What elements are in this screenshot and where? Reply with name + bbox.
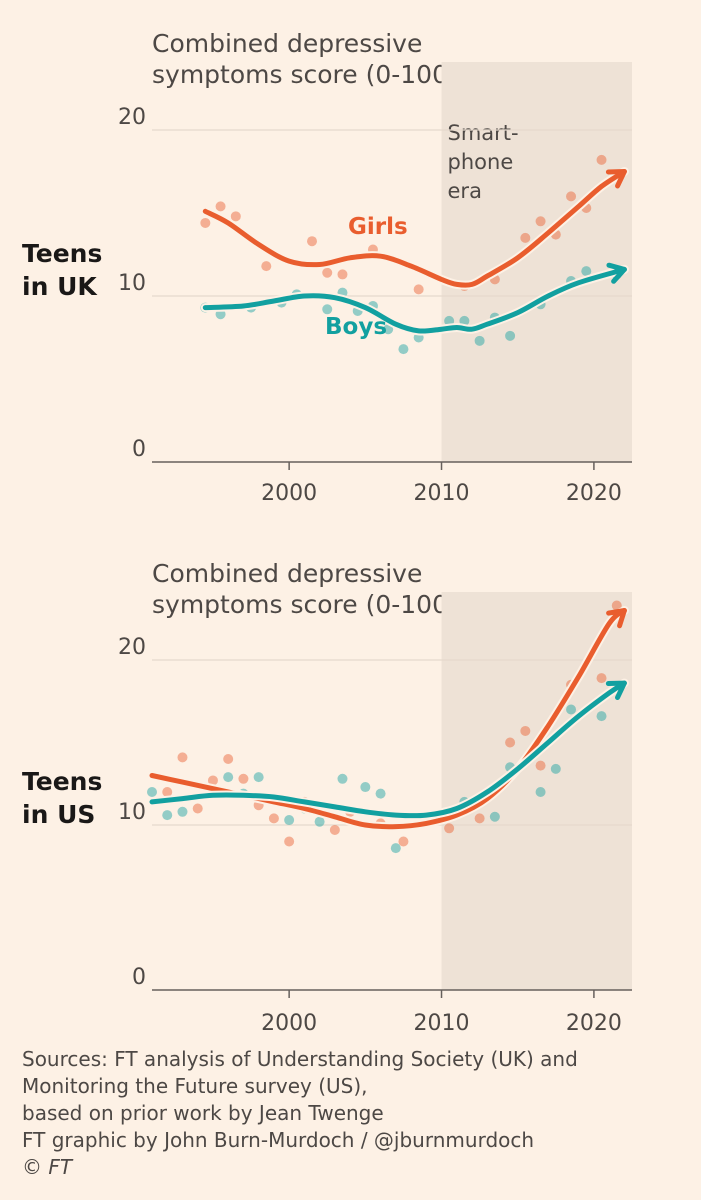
data-point-boys (535, 787, 546, 797)
smartphone-era-label: era (448, 179, 482, 203)
data-point-girls (200, 217, 211, 228)
data-point-girls (337, 269, 348, 280)
data-point-girls (444, 823, 455, 834)
data-point-boys (360, 782, 371, 793)
data-point-girls (192, 803, 203, 814)
y-tick-label: 10 (118, 271, 146, 296)
data-point-girls (535, 760, 546, 771)
data-point-boys (162, 810, 173, 821)
data-point-boys (177, 806, 188, 817)
y-tick-label: 0 (132, 437, 146, 462)
x-tick-label: 2010 (414, 481, 470, 506)
data-point-girls (268, 813, 279, 824)
data-point-girls (611, 600, 622, 611)
series-label-boys: Boys (325, 314, 387, 340)
data-point-boys (459, 315, 470, 326)
data-point-boys (581, 266, 592, 277)
data-point-boys (223, 772, 234, 783)
data-point-boys (596, 711, 607, 722)
data-point-girls (207, 775, 218, 786)
trend-arrowhead-boys (606, 262, 627, 284)
data-point-girls (230, 211, 241, 222)
trend-arrowhead-girls (606, 608, 627, 629)
data-point-girls (505, 737, 516, 748)
y-axis-title: Combined depressive (152, 29, 422, 58)
data-point-girls (223, 754, 234, 764)
data-point-girls (322, 267, 333, 278)
trend-line-girls (202, 169, 627, 288)
trend-arrowhead-girls (605, 169, 627, 189)
panel-label: Teens (22, 239, 102, 268)
x-tick-label: 2020 (566, 1011, 622, 1036)
data-point-boys (322, 304, 333, 315)
footer-survey-line: Monitoring the Future survey (US), (22, 1074, 368, 1098)
y-tick-label: 20 (118, 635, 146, 660)
data-point-girls (520, 232, 531, 243)
smartphone-era-label: phone (448, 150, 514, 174)
data-point-girls (398, 836, 409, 847)
y-axis-title: Combined depressive (152, 559, 422, 588)
y-axis-title: symptoms score (0-100) (152, 60, 458, 89)
data-point-girls (329, 824, 340, 835)
smartphone-era-label: Smart- (448, 121, 519, 145)
data-point-girls (596, 673, 607, 684)
x-tick-label: 2000 (261, 1011, 317, 1036)
data-point-boys (215, 309, 226, 320)
footer-prior-work-line: based on prior work by Jean Twenge (22, 1101, 384, 1125)
data-point-girls (566, 191, 577, 202)
data-point-girls (177, 752, 188, 763)
footer-sources-line: Sources: FT analysis of Understanding So… (22, 1047, 578, 1071)
data-point-girls (413, 284, 424, 295)
data-point-boys (489, 811, 500, 822)
data-point-boys (566, 704, 577, 715)
data-point-girls (238, 773, 249, 784)
footer-copyright: © FT (22, 1155, 73, 1179)
y-tick-label: 20 (118, 105, 146, 130)
data-point-boys (474, 335, 485, 346)
trend-arrowhead-boys (605, 680, 627, 701)
data-point-boys (390, 843, 401, 854)
source-footer: Sources: FT analysis of Understanding So… (22, 1046, 692, 1181)
y-tick-label: 10 (118, 800, 146, 825)
data-point-boys (284, 815, 295, 826)
x-tick-label: 2020 (566, 481, 622, 506)
footer-credit-line: FT graphic by John Burn-Murdoch / @jburn… (22, 1128, 535, 1152)
data-point-girls (284, 836, 295, 847)
data-point-boys (337, 773, 348, 784)
series-label-girls: Girls (348, 214, 408, 240)
data-point-boys (505, 330, 516, 341)
panel-label: in US (22, 800, 95, 829)
data-point-girls (261, 261, 272, 272)
trend-line-boys (149, 680, 627, 819)
x-tick-label: 2010 (414, 1011, 470, 1036)
data-point-girls (162, 787, 173, 797)
smartphone-era-shading (441, 592, 632, 990)
data-point-girls (520, 725, 531, 736)
x-tick-label: 2000 (261, 481, 317, 506)
panel-label: Teens (22, 767, 102, 796)
data-point-boys (398, 344, 409, 355)
data-point-girls (535, 216, 546, 227)
panel-label: in UK (22, 272, 98, 301)
data-point-girls (307, 236, 317, 247)
trend-line-boys (202, 266, 627, 334)
data-point-girls (215, 201, 226, 212)
data-point-girls (474, 813, 485, 824)
y-axis-title: symptoms score (0-100) (152, 590, 458, 619)
data-point-boys (147, 787, 157, 797)
data-point-boys (550, 763, 561, 774)
data-point-girls (596, 154, 607, 165)
data-point-boys (375, 788, 386, 799)
smartphone-era-shading (441, 62, 632, 462)
y-tick-label: 0 (132, 965, 146, 990)
data-point-boys (253, 772, 264, 783)
data-point-boys (314, 816, 325, 827)
